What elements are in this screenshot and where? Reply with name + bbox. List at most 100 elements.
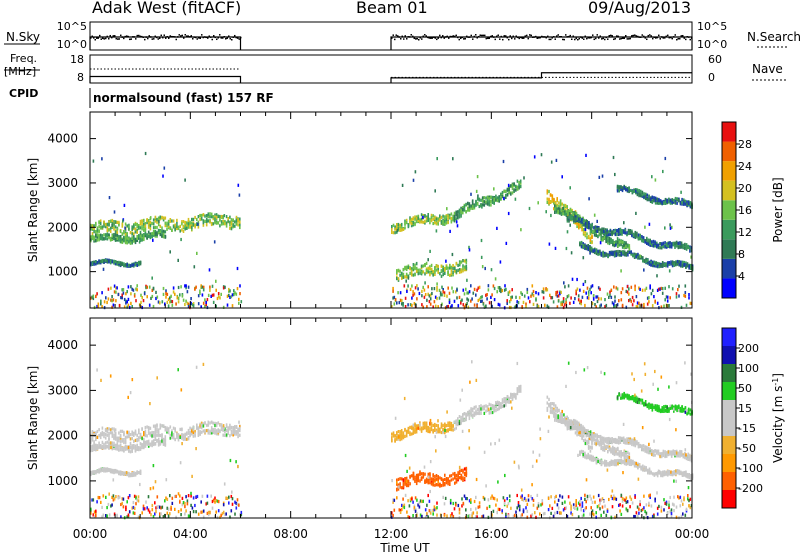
range-cell [152, 229, 155, 234]
range-cell [117, 292, 120, 297]
range-cell [134, 222, 137, 227]
range-cell [467, 305, 470, 309]
range-cell [143, 218, 145, 222]
range-cell [163, 166, 166, 170]
range-cell [169, 436, 172, 440]
range-cell [90, 437, 92, 441]
range-cell [549, 406, 552, 410]
nsky-point [611, 35, 613, 37]
range-cell [567, 212, 569, 216]
range-cell [662, 245, 665, 249]
range-cell [432, 270, 434, 274]
range-cell [424, 293, 427, 297]
range-cell [207, 219, 210, 223]
range-cell [104, 441, 107, 445]
range-cell [201, 293, 204, 297]
range-cell [156, 233, 158, 237]
range-cell [152, 304, 155, 309]
range-cell [135, 299, 137, 303]
range-cell [111, 444, 114, 448]
range-cell [618, 253, 621, 257]
range-cell [131, 241, 133, 245]
range-cell [220, 222, 223, 226]
range-cell [420, 217, 423, 221]
range-cell [133, 443, 135, 448]
range-cell [101, 432, 104, 437]
range-cell [452, 270, 454, 274]
range-cell [157, 228, 160, 232]
nsky-point [100, 38, 102, 40]
range-cell [95, 233, 97, 237]
range-cell [587, 293, 590, 297]
range-cell [157, 433, 160, 437]
nsky-point [463, 38, 465, 40]
range-cell [481, 299, 483, 303]
nsky-point [682, 34, 684, 37]
range-cell [181, 434, 183, 438]
range-cell [687, 201, 690, 205]
range-cell [417, 473, 420, 477]
nsky-point [505, 35, 507, 37]
nsky-point [565, 34, 567, 36]
range-cell [460, 270, 463, 274]
nsky-point [120, 34, 122, 37]
range-cell [635, 189, 637, 193]
range-cell [136, 228, 138, 232]
range-cell [584, 227, 587, 231]
nsky-point [240, 36, 242, 39]
range-cell [636, 233, 638, 237]
range-cell [402, 303, 404, 307]
nsky-point [506, 36, 508, 39]
range-cell [589, 245, 591, 249]
range-cell [104, 258, 107, 262]
range-cell [491, 405, 494, 409]
range-cell [414, 267, 416, 271]
range-cell [470, 192, 472, 196]
range-cell [391, 432, 393, 436]
range-cell [510, 184, 512, 188]
range-cell [394, 298, 397, 302]
range-cell [138, 260, 140, 264]
range-cell [457, 423, 459, 427]
range-cell [121, 262, 124, 266]
range-cell [486, 297, 488, 301]
range-cell [147, 429, 150, 433]
range-cell [589, 449, 592, 453]
nsky-point [499, 38, 501, 40]
range-cell [667, 242, 670, 246]
range-cell [209, 215, 211, 219]
range-cell [465, 264, 468, 268]
range-cell [518, 186, 520, 190]
range-cell [152, 431, 155, 435]
range-cell [637, 256, 639, 260]
range-cell [409, 425, 411, 429]
range-cell [210, 222, 213, 227]
range-cell [399, 269, 401, 273]
nsky-point [90, 37, 92, 39]
range-cell [664, 200, 667, 204]
range-cell [604, 228, 607, 232]
range-cell [217, 214, 220, 219]
range-cell [407, 479, 410, 483]
range-cell [625, 241, 627, 245]
range-cell [581, 218, 583, 222]
range-cell [589, 240, 592, 244]
range-cell [441, 285, 443, 289]
range-cell [498, 303, 501, 307]
range-cell [592, 294, 595, 298]
range-cell [435, 268, 438, 272]
range-cell [182, 434, 185, 438]
nsky-point [208, 35, 210, 37]
range-cell [551, 196, 554, 201]
range-cell [204, 304, 206, 309]
range-cell [429, 430, 431, 434]
range-cell [187, 304, 190, 308]
range-cell [650, 292, 653, 296]
range-cell [462, 269, 464, 273]
range-cell [477, 298, 480, 303]
nsky-point [466, 35, 468, 38]
range-cell [668, 200, 670, 204]
range-cell [209, 285, 211, 289]
range-cell [207, 428, 210, 432]
range-cell [108, 441, 110, 445]
